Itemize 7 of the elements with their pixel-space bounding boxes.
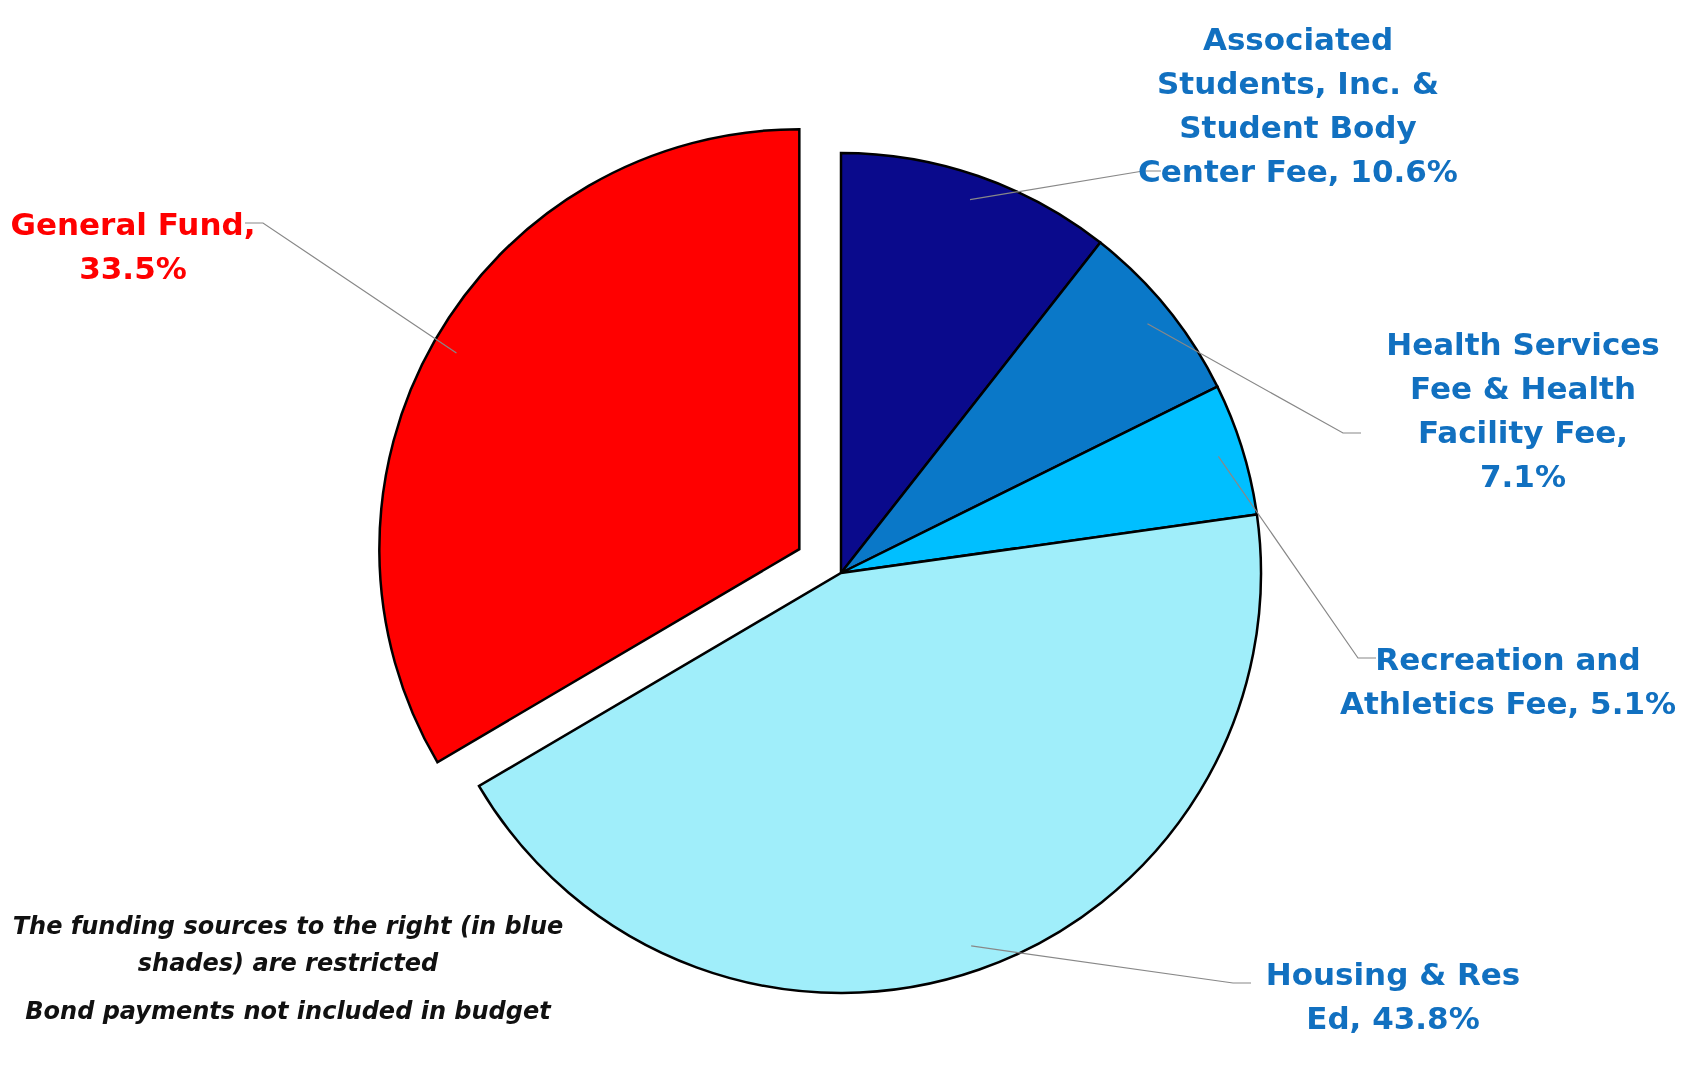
slice-label: Recreation and Athletics Fee, 5.1% bbox=[1339, 641, 1677, 721]
text: Bond payments not included in budget bbox=[24, 996, 553, 1027]
text: The funding sources to the right (in blue shades) are restricted bbox=[11, 911, 565, 979]
slice-label: Health Services Fee & Health Facility Fee, 7.1% bbox=[1386, 326, 1660, 494]
slice-label: Associated Students, Inc. & Student Body Center Fee, 10.6% bbox=[1138, 21, 1458, 189]
slice-label: Housing & Res Ed, 43.8% bbox=[1265, 956, 1521, 1036]
slice-label: General Fund, 33.5% bbox=[10, 206, 256, 286]
